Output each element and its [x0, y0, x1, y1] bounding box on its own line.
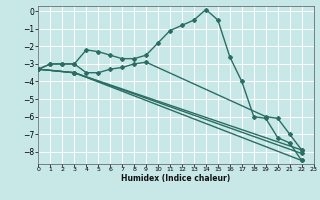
X-axis label: Humidex (Indice chaleur): Humidex (Indice chaleur)	[121, 174, 231, 183]
